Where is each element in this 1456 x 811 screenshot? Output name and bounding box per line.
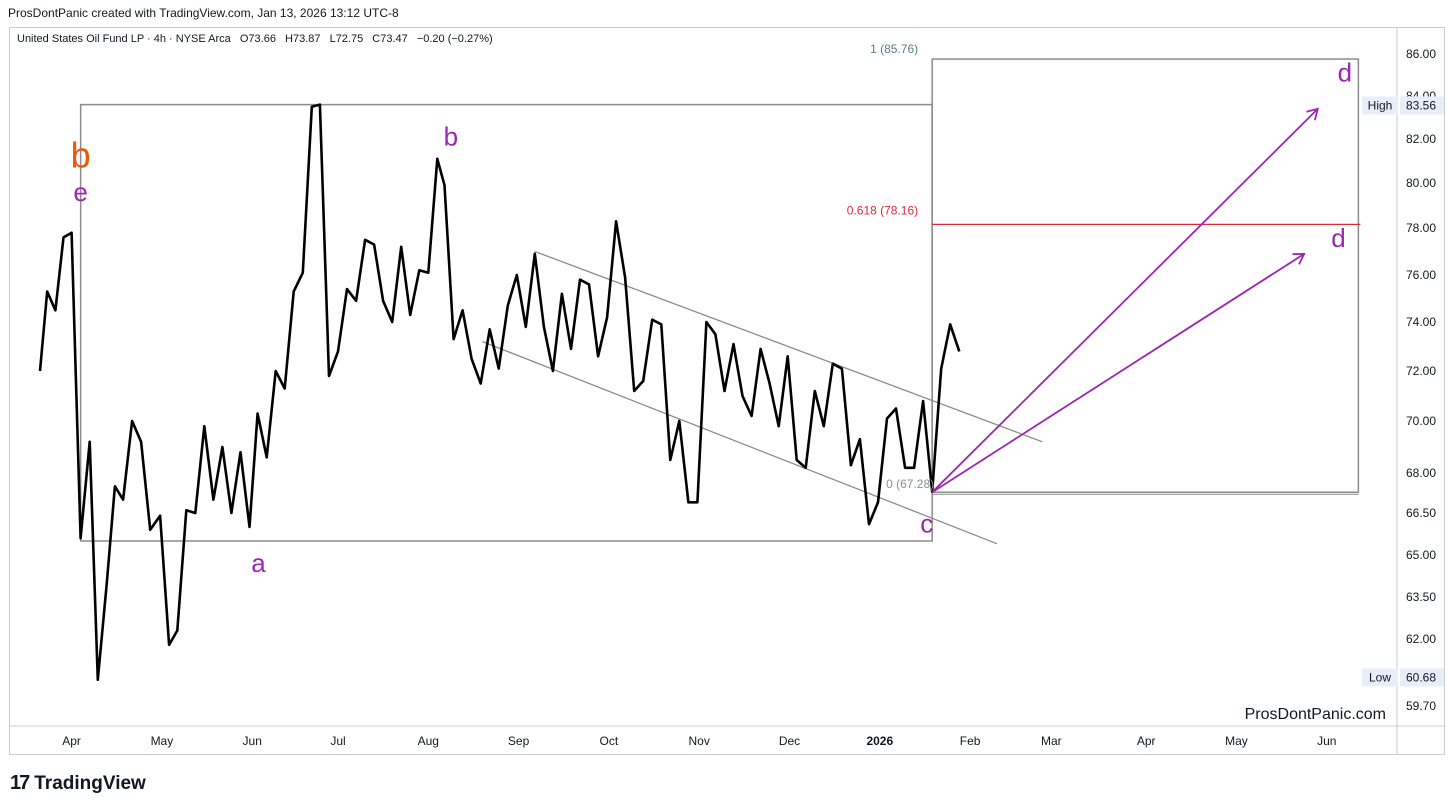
x-tick-label: Jul — [330, 734, 345, 748]
watermark-text: ProsDontPanic.com — [1245, 706, 1386, 723]
price-badge-value-bg — [1400, 96, 1444, 115]
x-tick-label: Dec — [779, 734, 800, 748]
y-tick-label: 80.00 — [1406, 176, 1436, 190]
x-tick-label: Oct — [600, 734, 619, 748]
price-badge-label-bg — [1362, 96, 1398, 115]
x-tick-label: Mar — [1041, 734, 1062, 748]
x-tick-label: Apr — [1137, 734, 1156, 748]
x-tick-label: Sep — [508, 734, 530, 748]
x-tick-label: May — [1225, 734, 1248, 748]
tradingview-wordmark: TradingView — [34, 772, 146, 794]
credit-line: ProsDontPanic created with TradingView.c… — [8, 6, 399, 20]
wave-label: b — [444, 122, 458, 152]
pattern-boxes-layer — [79, 58, 1360, 542]
y-tick-label: 82.00 — [1406, 132, 1436, 146]
projection-arrows-layer — [931, 107, 1319, 493]
x-tick-label: 2026 — [866, 734, 893, 748]
x-tick-label: Nov — [689, 734, 710, 748]
price-series-layer — [38, 103, 961, 682]
y-tick-label: 59.70 — [1406, 699, 1436, 713]
y-tick-label: 70.00 — [1406, 414, 1436, 428]
y-tick-label: 65.00 — [1406, 548, 1436, 562]
y-tick-label: 74.00 — [1406, 315, 1436, 329]
y-tick-label: 68.00 — [1406, 466, 1436, 480]
price-series-line[interactable] — [38, 103, 961, 682]
price-badge-label-bg — [1362, 668, 1398, 687]
price-badge-label: High — [1368, 98, 1393, 112]
y-tick-label: 76.00 — [1406, 268, 1436, 282]
wave-label: d — [1331, 223, 1345, 253]
x-tick-label: Jun — [1317, 734, 1336, 748]
channel-lower — [482, 340, 998, 545]
axes-layer: 86.0084.0082.0080.0078.0076.0074.0072.00… — [9, 27, 1445, 755]
arrow-high — [931, 107, 1319, 493]
fib-level-label: 0.618 (78.16) — [847, 203, 918, 217]
x-tick-label: Jun — [243, 734, 262, 748]
price-badge-label: Low — [1369, 670, 1391, 684]
x-tick-label: Aug — [418, 734, 439, 748]
y-tick-label: 63.50 — [1406, 590, 1436, 604]
arrow-low — [931, 252, 1306, 493]
y-tick-label: 86.00 — [1406, 47, 1436, 61]
fib-level-label: 1 (85.76) — [870, 42, 918, 56]
chart-title-text: United States Oil Fund LP · 4h · NYSE Ar… — [17, 33, 493, 45]
fib-levels-layer: 1 (85.76) 0.618 (78.16) 0 (67.28) — [847, 42, 1361, 491]
price-badge-value: 60.68 — [1406, 670, 1436, 684]
channel-lines-layer — [482, 250, 1043, 545]
tradingview-mark-icon: 17 — [10, 772, 30, 794]
wave-label: d — [1338, 57, 1352, 87]
wave-label: c — [920, 509, 933, 539]
wave-label: b — [71, 135, 91, 176]
fib-level-label: 0 (67.28) — [886, 477, 934, 491]
y-tick-label: 66.50 — [1406, 506, 1436, 520]
x-tick-label: May — [151, 734, 174, 748]
y-tick-label: 72.00 — [1406, 364, 1436, 378]
price-badge-value: 83.56 — [1406, 98, 1436, 112]
fib-box — [931, 58, 1360, 493]
wave-label: e — [73, 177, 87, 207]
y-tick-label: 78.00 — [1406, 221, 1436, 235]
chart-frame — [9, 27, 1445, 755]
channel-upper — [534, 250, 1043, 443]
price-badge-value-bg — [1400, 668, 1444, 687]
tradingview-logo[interactable]: 17 TradingView — [10, 772, 146, 795]
x-tick-label: Apr — [62, 734, 81, 748]
y-tick-label: 62.00 — [1406, 632, 1436, 646]
x-tick-label: Feb — [960, 734, 981, 748]
wave-label: a — [251, 548, 266, 578]
